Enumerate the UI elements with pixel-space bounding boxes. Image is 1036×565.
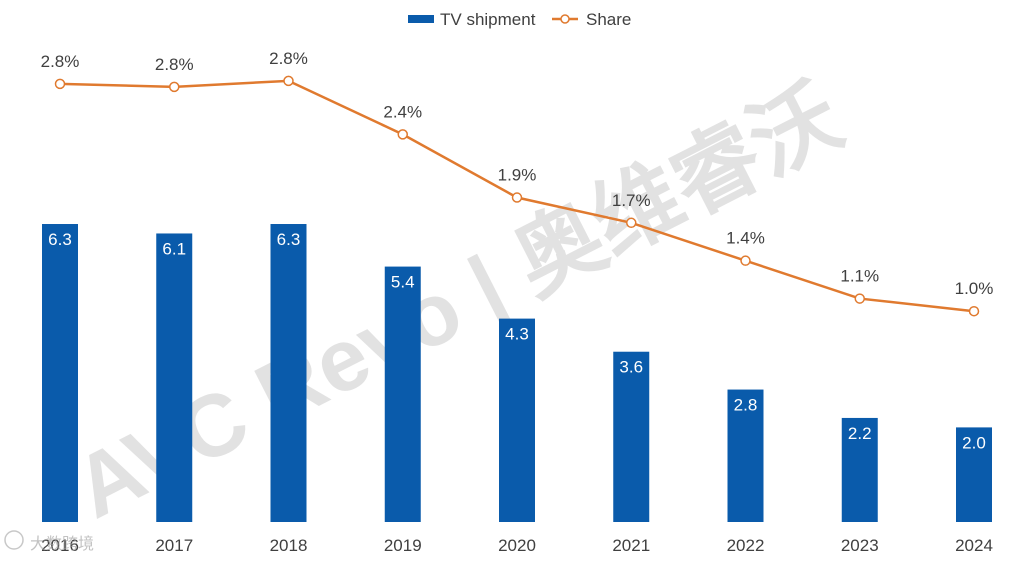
share-value-label: 2.8% bbox=[155, 55, 194, 74]
corner-mark-text: 大数跨境 bbox=[30, 534, 94, 553]
corner-logo-icon bbox=[4, 530, 24, 550]
x-tick-label: 2017 bbox=[155, 536, 193, 555]
legend-line-label: Share bbox=[586, 10, 631, 29]
share-value-label: 1.1% bbox=[840, 267, 879, 286]
legend: TV shipment Share bbox=[408, 10, 631, 29]
bar-2018 bbox=[270, 224, 307, 522]
share-point-2021 bbox=[626, 217, 637, 229]
bar-2017 bbox=[156, 233, 193, 522]
bar-2016 bbox=[42, 224, 78, 522]
bar-value-label: 2.2 bbox=[848, 424, 872, 443]
bar-value-label: 6.3 bbox=[277, 230, 301, 249]
bar-2023 bbox=[841, 417, 878, 522]
line-series: 2.8% 2.8% 2.8% 2.4% 1.9% 1.7% 1.4% 1.1% 1.0% bbox=[41, 49, 994, 317]
x-tick-label: 2024 bbox=[955, 536, 993, 555]
bar-2021 bbox=[613, 351, 650, 522]
corner-mark: 大数跨境 bbox=[4, 530, 94, 553]
x-tick-label: 2016 bbox=[41, 536, 79, 555]
share-point-2019 bbox=[397, 129, 408, 140]
share-value-label: 1.9% bbox=[498, 166, 537, 185]
share-point-2023 bbox=[854, 293, 865, 304]
share-value-label: 1.4% bbox=[726, 229, 765, 248]
bar-value-label: 4.3 bbox=[505, 325, 529, 344]
x-axis: 2016 2017 2018 2019 2020 2021 2022 2023 2024 bbox=[41, 536, 993, 555]
bar-2024 bbox=[956, 427, 992, 522]
share-point-2022 bbox=[740, 255, 751, 266]
share-value-label: 1.7% bbox=[612, 191, 651, 210]
bar-2019 bbox=[384, 266, 421, 522]
x-tick-label: 2023 bbox=[841, 536, 879, 555]
legend-line-marker bbox=[560, 14, 570, 24]
share-point-2018 bbox=[283, 75, 294, 87]
x-tick-label: 2019 bbox=[384, 536, 422, 555]
x-tick-label: 2021 bbox=[612, 536, 650, 555]
share-value-label: 2.8% bbox=[269, 49, 308, 68]
bar-2022 bbox=[727, 389, 764, 522]
bar-value-label: 6.1 bbox=[162, 239, 186, 258]
bar-series: 6.3 6.1 6.3 5.4 4.3 3.6 2.8 2.2 2.0 bbox=[42, 224, 992, 522]
share-value-label: 2.4% bbox=[383, 102, 422, 121]
share-point-2024 bbox=[968, 305, 980, 317]
bar-value-label: 5.4 bbox=[391, 273, 415, 292]
legend-bar-swatch bbox=[408, 15, 434, 23]
x-tick-label: 2022 bbox=[727, 536, 765, 555]
bar-value-label: 2.8 bbox=[734, 396, 758, 415]
share-value-label: 2.8% bbox=[41, 52, 80, 71]
share-value-label: 1.0% bbox=[955, 279, 994, 298]
share-point-2016 bbox=[54, 78, 66, 90]
x-tick-label: 2020 bbox=[498, 536, 536, 555]
share-point-2020 bbox=[511, 192, 523, 203]
legend-bar-label: TV shipment bbox=[440, 10, 536, 29]
x-tick-label: 2018 bbox=[270, 536, 308, 555]
bar-value-label: 3.6 bbox=[619, 358, 643, 377]
bar-value-label: 6.3 bbox=[48, 230, 72, 249]
share-point-2017 bbox=[169, 81, 180, 93]
bar-2020 bbox=[499, 318, 535, 522]
bar-value-label: 2.0 bbox=[962, 433, 986, 452]
